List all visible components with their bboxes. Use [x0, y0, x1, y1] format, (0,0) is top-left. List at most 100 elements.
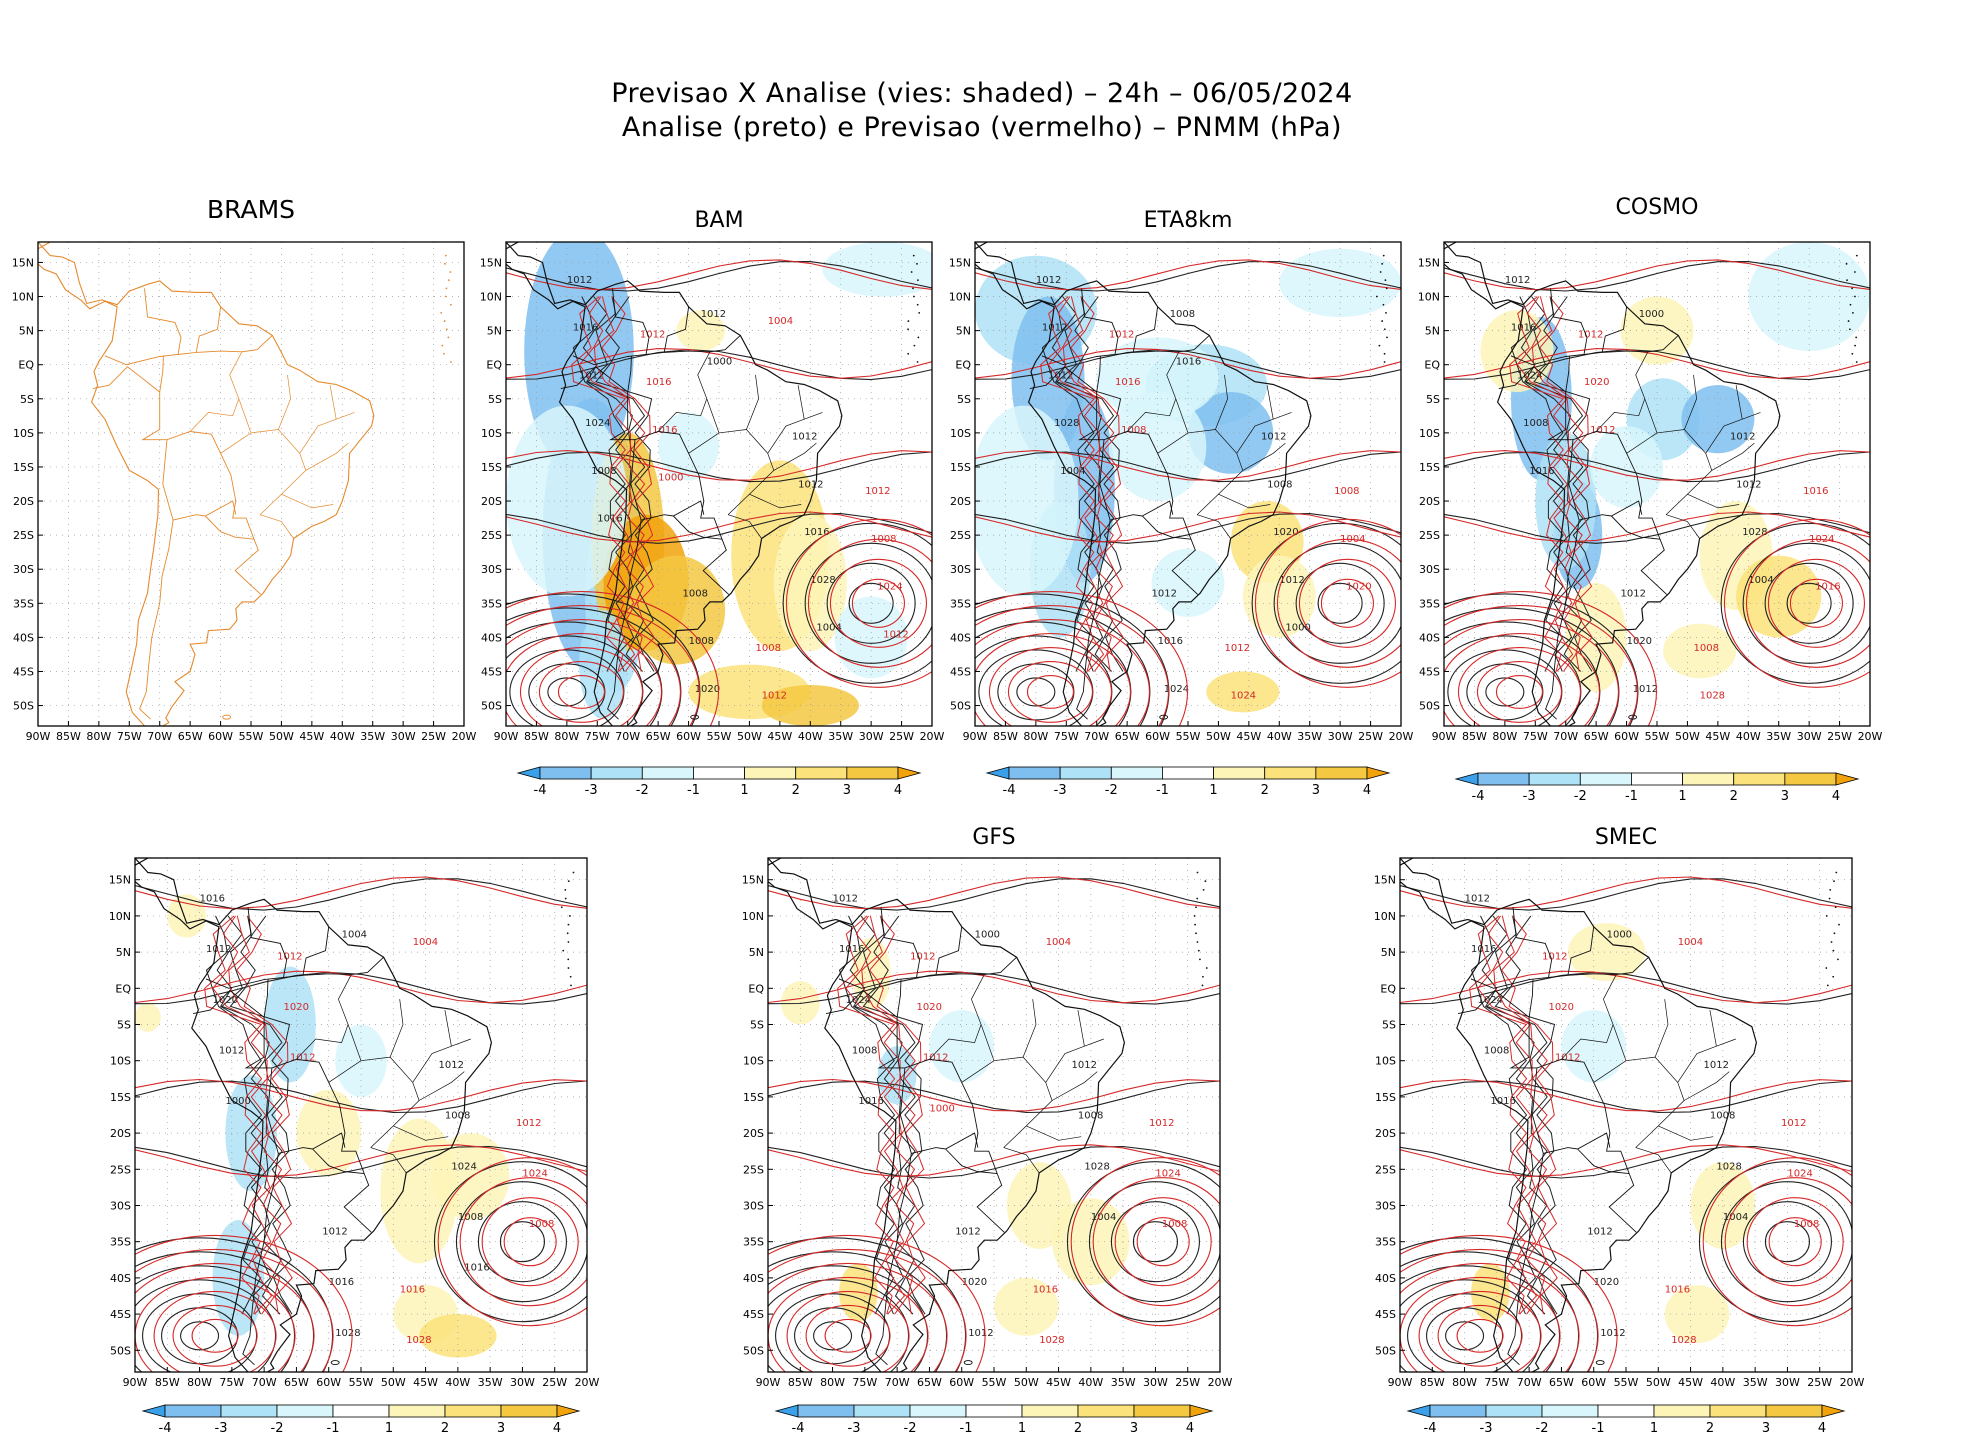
- analysis-isobar: [1064, 296, 1124, 672]
- analysis-isobar: [768, 1080, 1220, 1114]
- island: [916, 303, 919, 306]
- forecast-isobar-label: 1012: [762, 691, 787, 702]
- analysis-isobar-label: 1016: [573, 323, 598, 334]
- forecast-isobar: [768, 1078, 1220, 1112]
- y-tick-label: 5S: [20, 393, 34, 406]
- forecast-isobar-label: 1012: [516, 1118, 541, 1129]
- forecast-isobar-label: 1008: [756, 643, 781, 654]
- colorbar-label: 1: [1650, 1421, 1658, 1436]
- country-border: [1545, 483, 1580, 720]
- colorbar-label: 4: [1832, 789, 1840, 804]
- forecast-isobar: [768, 1144, 1220, 1178]
- country-border: [673, 515, 723, 540]
- state-border: [281, 493, 334, 509]
- colorbar-label: -1: [327, 1421, 340, 1436]
- x-tick-label: 70W: [1517, 1376, 1542, 1389]
- forecast-isobar: [975, 632, 1131, 726]
- coastline: [1400, 858, 1758, 1372]
- x-tick-label: 40W: [1736, 730, 1761, 743]
- forecast-isobar: [519, 646, 643, 726]
- island: [1849, 303, 1852, 306]
- x-tick-label: 70W: [1084, 730, 1109, 743]
- analysis-isobar: [1400, 1145, 1852, 1179]
- analysis-isobar-label: 1000: [1607, 930, 1632, 941]
- forecast-isobar: [975, 590, 1188, 726]
- forecast-isobar: [135, 1234, 353, 1372]
- forecast-isobar-label: 1008: [1162, 1219, 1187, 1230]
- y-tick-label: 5N: [956, 325, 971, 338]
- colorbar-arrow-left: [774, 1404, 799, 1418]
- analysis-isobar: [768, 878, 1220, 911]
- island: [1381, 320, 1384, 322]
- y-tick-label: EQ: [748, 982, 764, 995]
- analysis-isobar: [1041, 296, 1095, 672]
- colorbar-box: [276, 1404, 334, 1418]
- y-tick-label: 15N: [1374, 874, 1396, 887]
- analysis-isobar-label: 1004: [1723, 1212, 1748, 1223]
- analysis-isobar-label: 1016: [1490, 1096, 1515, 1107]
- falkland-islands: [222, 714, 232, 720]
- y-tick-label: 15S: [481, 461, 502, 474]
- island: [916, 262, 918, 265]
- analysis-isobar-label: 1008: [1523, 418, 1548, 429]
- forecast-isobar-label: 1024: [877, 582, 902, 593]
- analysis-isobar-label: 1008: [1170, 309, 1195, 320]
- forecast-isobar: [861, 915, 916, 1315]
- y-tick-label: 15S: [110, 1091, 131, 1104]
- y-tick-label: 15S: [13, 461, 34, 474]
- bias-shading-area: [773, 514, 847, 651]
- forecast-isobar-label: 1024: [1231, 691, 1256, 702]
- analysis-isobar-label: 1028: [1054, 418, 1079, 429]
- y-tick-label: 5S: [750, 1019, 764, 1032]
- y-tick-label: 10N: [1374, 910, 1396, 923]
- x-tick-label: 80W: [86, 730, 111, 743]
- country-border: [283, 926, 330, 978]
- falkland-islands: [1628, 714, 1638, 720]
- analysis-isobar: [848, 582, 894, 624]
- y-tick-label: 30S: [1375, 1199, 1396, 1212]
- analysis-isobar: [572, 296, 626, 672]
- bias-shading-area: [1620, 296, 1694, 365]
- analysis-isobar-label: 1016: [329, 1277, 354, 1288]
- x-tick-label: 50W: [381, 1376, 406, 1389]
- island: [907, 352, 910, 355]
- x-tick-label: 20W: [1858, 730, 1883, 743]
- forecast-isobar: [191, 1318, 239, 1353]
- island: [1834, 906, 1837, 909]
- falkland-islands: [963, 1360, 973, 1366]
- analysis-isobar-label: 1004: [816, 623, 841, 634]
- forecast-isobar: [829, 558, 927, 648]
- x-tick-label: 45W: [299, 730, 324, 743]
- forecast-isobar: [1477, 915, 1538, 1315]
- analysis-isobar: [1400, 1080, 1852, 1114]
- analysis-isobar-label: 1008: [591, 466, 616, 477]
- forecast-isobar: [1476, 660, 1563, 723]
- country-border: [1507, 1114, 1544, 1366]
- forecast-isobar-label: 1016: [1803, 486, 1828, 497]
- y-tick-label: 10S: [950, 427, 971, 440]
- island: [1379, 271, 1382, 273]
- analysis-isobar-label: 1012: [1505, 275, 1530, 286]
- y-tick-label: 25S: [1419, 529, 1440, 542]
- island: [1846, 279, 1848, 282]
- colorbar-box: [846, 766, 899, 780]
- island: [1196, 941, 1199, 943]
- forecast-isobar: [1070, 1157, 1220, 1327]
- state-border: [1658, 1125, 1714, 1141]
- forecast-isobar: [1789, 578, 1843, 628]
- analysis-isobar: [229, 915, 293, 1315]
- x-tick-label: 75W: [852, 1376, 877, 1389]
- analysis-isobar-label: 1028: [1084, 1161, 1109, 1172]
- colorbar-box: [1733, 772, 1786, 786]
- analysis-isobar: [180, 1321, 220, 1351]
- bias-shading-area: [419, 1314, 497, 1358]
- island: [1845, 262, 1848, 265]
- map-background: [135, 858, 587, 1372]
- state-border: [259, 514, 294, 539]
- analysis-isobar: [1510, 296, 1564, 672]
- analysis-isobar-label: 1012: [1152, 589, 1177, 600]
- state-border: [393, 1125, 449, 1141]
- coastline: [506, 242, 843, 726]
- island: [1383, 361, 1386, 363]
- forecast-isobar-label: 1012: [1109, 329, 1134, 340]
